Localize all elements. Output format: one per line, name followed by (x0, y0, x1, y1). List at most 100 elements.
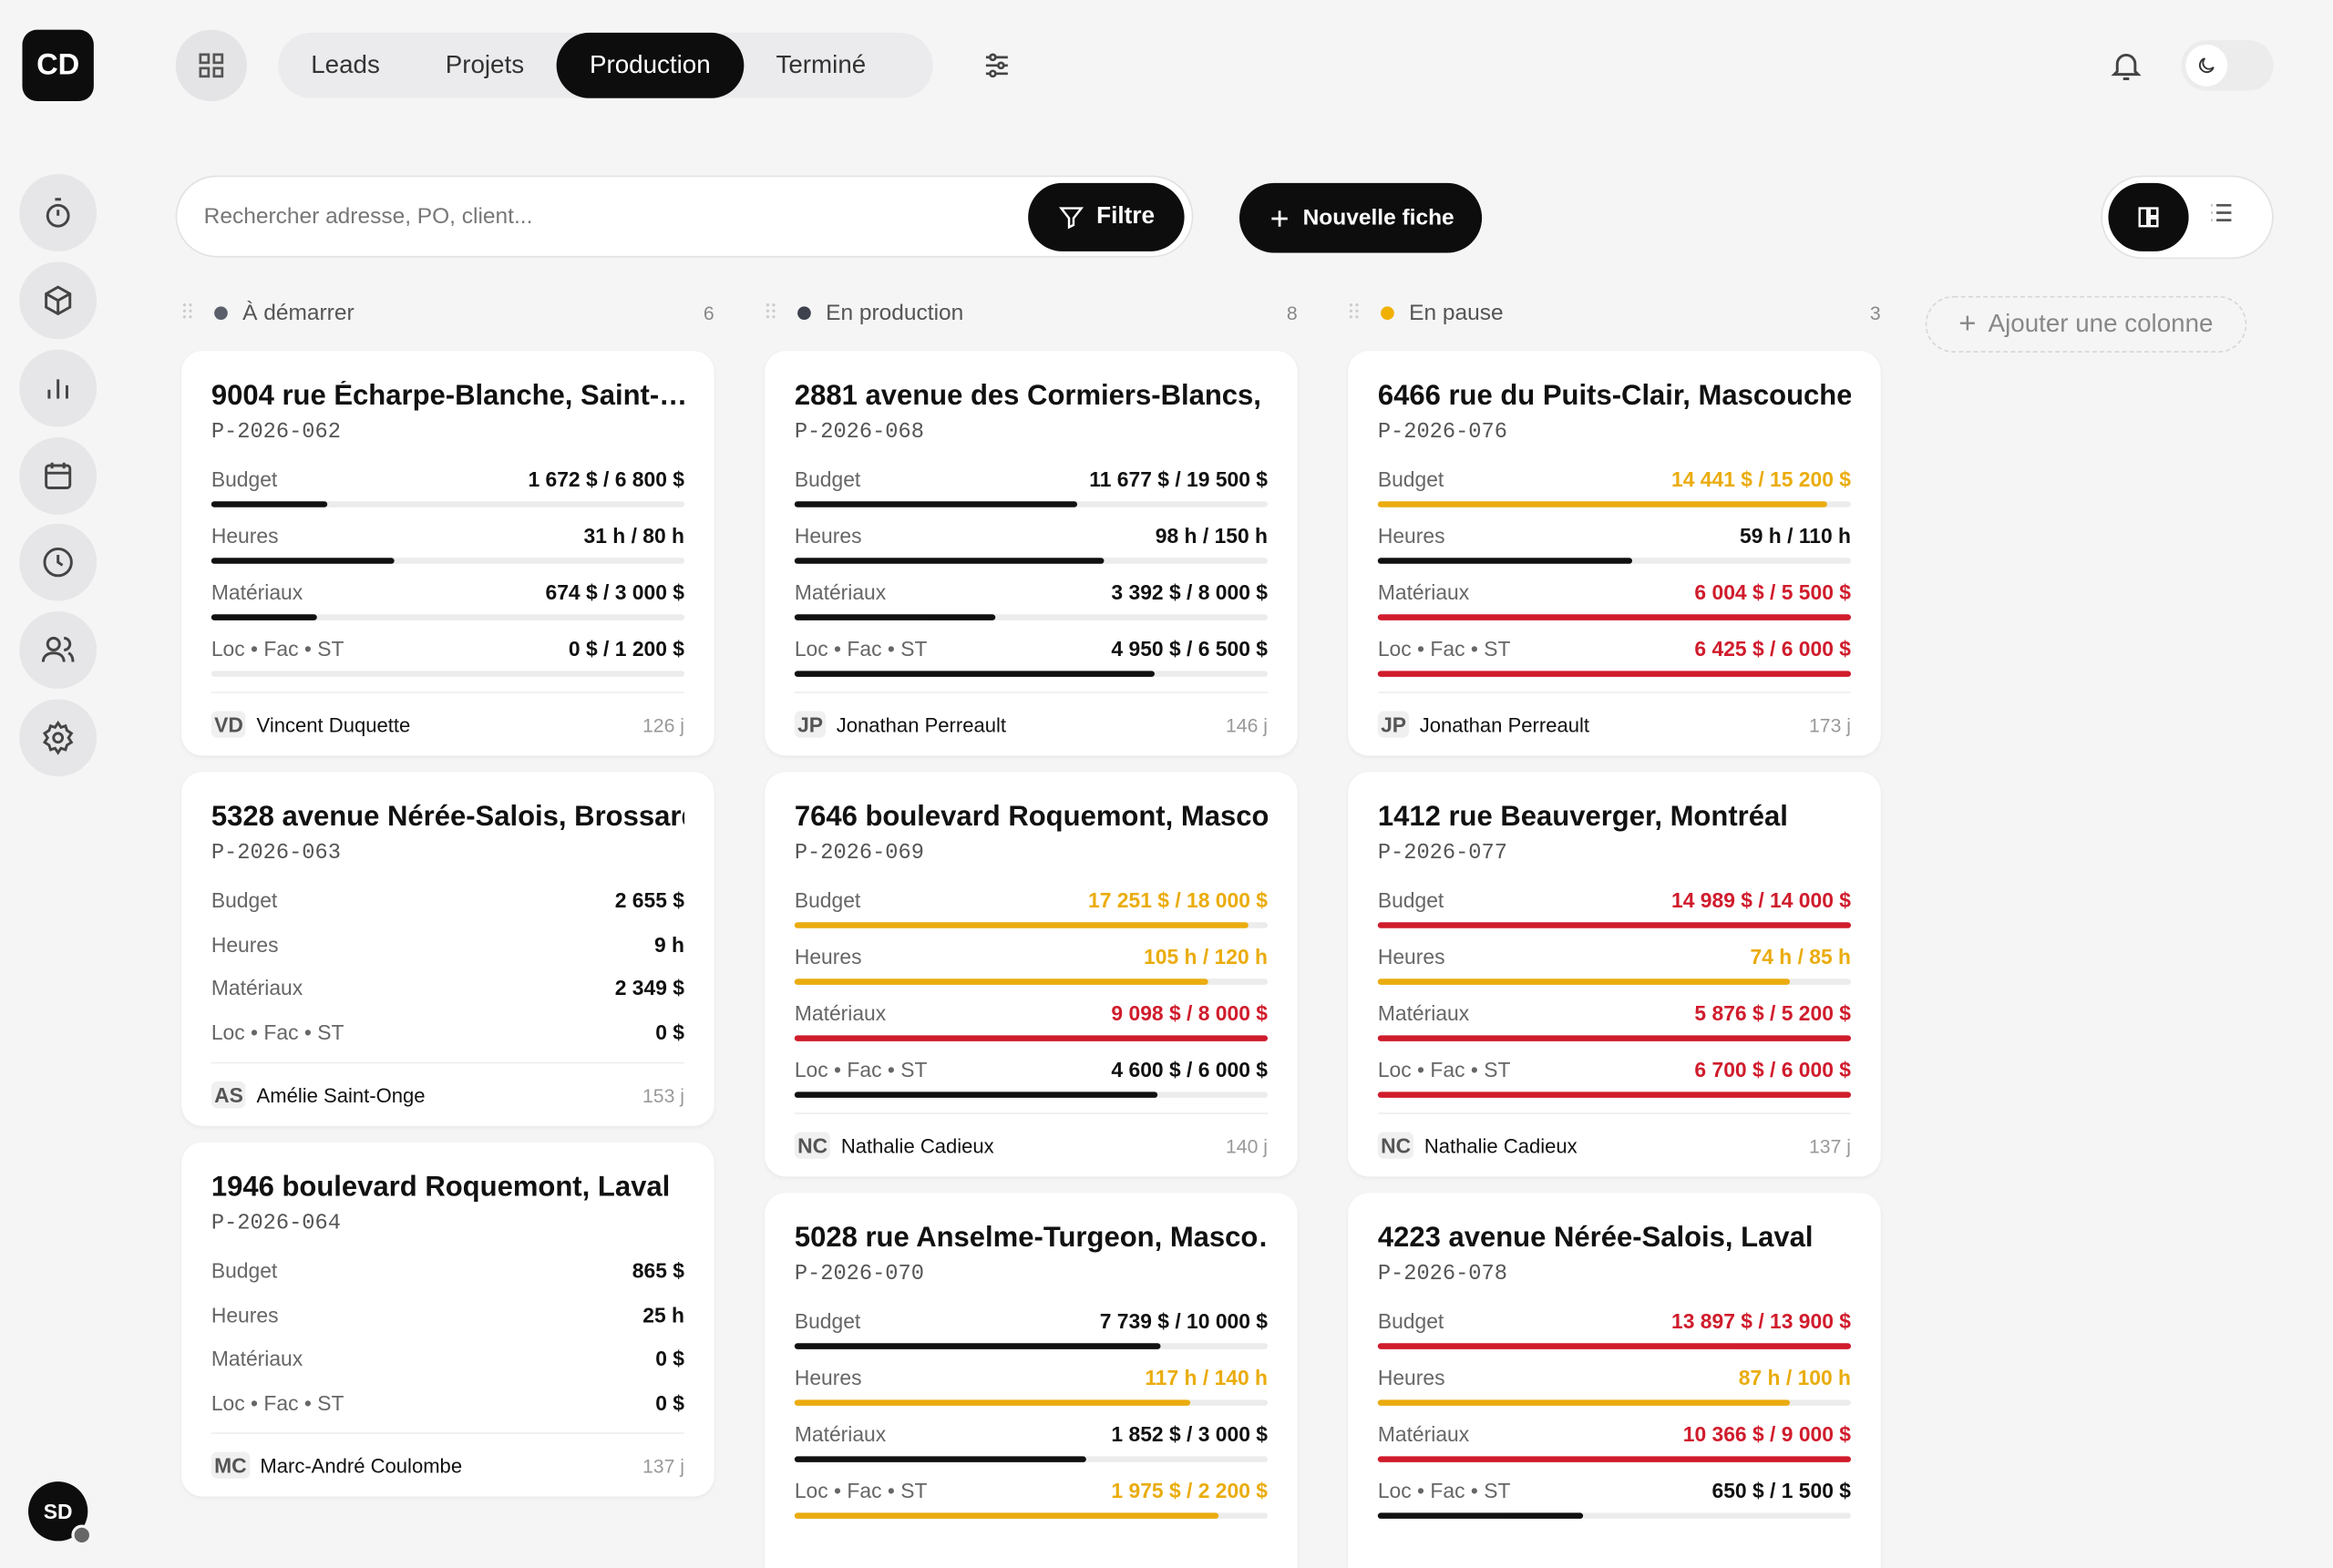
metric-label: Loc • Fac • ST (211, 1389, 344, 1414)
metric-label: Matériaux (1377, 1421, 1470, 1446)
metric-row: Matériaux 9 098 $ / 8 000 $ (795, 999, 1268, 1026)
metric-row: Loc • Fac • ST 0 $ (211, 1019, 684, 1045)
tab-bar: Leads Projets Production Terminé (278, 32, 933, 98)
progress-fill (1377, 922, 1852, 928)
metric-label: Heures (794, 944, 862, 968)
card-address: 7646 boulevard Roquemont, Masco… (794, 801, 1269, 834)
project-card[interactable]: 1946 boulevard Roquemont, Laval P-2026-06… (181, 1142, 714, 1497)
search-placeholder: Rechercher adresse, PO, client... (203, 203, 533, 230)
metric-value: 6 425 $ / 6 000 $ (1694, 636, 1852, 661)
drag-handle[interactable] (1348, 300, 1360, 325)
metric-label: Heures (211, 523, 279, 548)
settings-icon[interactable] (981, 49, 1013, 89)
metric-row: Budget 1 672 $ / 6 800 $ (211, 466, 684, 492)
project-card[interactable]: 5028 rue Anselme-Turgeon, Masco… P-2026-0… (765, 1193, 1298, 1568)
progress-fill (794, 671, 1156, 677)
project-card[interactable]: 4223 avenue Nérée-Salois, Laval P-2026-07… (1348, 1193, 1881, 1568)
metric-row: Loc • Fac • ST 6 425 $ / 6 000 $ (1378, 635, 1851, 661)
settings-nav[interactable] (19, 699, 98, 777)
drag-handle[interactable] (181, 300, 193, 325)
new-label: Nouvelle fiche (1302, 205, 1454, 231)
metric-value: 98 h / 150 h (1155, 523, 1269, 548)
filter-button[interactable]: Filtre (1028, 182, 1185, 251)
column: À démarrer 6 9004 rue Écharpe-Blanche, Sai… (181, 298, 714, 1513)
metric-row: Loc • Fac • ST 4 950 $ / 6 500 $ (795, 635, 1268, 661)
project-card[interactable]: 1412 rue Beauverger, Montréal P-2026-077 B… (1348, 772, 1881, 1177)
metric-row: Matériaux 10 366 $ / 9 000 $ (1378, 1420, 1851, 1447)
project-card[interactable]: 5328 avenue Nérée-Salois, Brossard P-2026… (181, 772, 714, 1126)
progress-fill (1377, 558, 1632, 564)
users-nav[interactable] (19, 611, 98, 689)
column-header: En pause 3 (1348, 298, 1881, 328)
progress-fill (794, 614, 995, 620)
logo[interactable]: CD (22, 29, 94, 102)
progress-fill (794, 1456, 1087, 1462)
metric-label: Heures (794, 1365, 862, 1389)
metric-row: Budget 865 $ (211, 1257, 684, 1284)
add-column[interactable]: + Ajouter une colonne (1925, 295, 2247, 353)
box-nav[interactable] (19, 261, 98, 340)
metric-value: 17 251 $ / 18 000 $ (1088, 887, 1269, 912)
project-card[interactable]: 7646 boulevard Roquemont, Masco… P-2026-0… (765, 772, 1298, 1177)
progress-fill (1377, 1399, 1790, 1406)
progress-fill (1377, 1343, 1851, 1349)
metric-value: 25 h (642, 1302, 685, 1327)
metric-value: 13 897 $ / 13 900 $ (1671, 1308, 1852, 1333)
metric-label: Loc • Fac • ST (794, 1057, 928, 1081)
drag-handle[interactable] (765, 300, 776, 325)
metric-row: Heures 74 h / 85 h (1378, 943, 1851, 969)
search-input[interactable]: Rechercher adresse, PO, client... (175, 175, 1194, 258)
tab[interactable]: Projets (445, 50, 525, 79)
metric-value: 3 392 $ / 8 000 $ (1111, 579, 1269, 604)
tab[interactable]: Terminé (776, 50, 867, 79)
tab[interactable]: Production (557, 32, 744, 98)
card-footer: NC Nathalie Cadieux 137 j (1377, 1112, 1852, 1176)
metric-label: Budget (1377, 466, 1444, 491)
progress-track (211, 671, 685, 677)
card-po: P-2026-077 (1377, 842, 1507, 866)
metric-value: 0 $ (655, 1346, 685, 1370)
list-view[interactable] (2206, 198, 2236, 235)
owner-name: Vincent Duquette (256, 712, 411, 736)
column-title: En production (826, 299, 964, 325)
progress-track (1377, 558, 1852, 564)
stats-nav[interactable] (19, 349, 98, 427)
metric-row: Budget 17 251 $ / 18 000 $ (795, 886, 1268, 913)
notifications[interactable] (2108, 47, 2143, 90)
days: 126 j (642, 712, 685, 736)
metric-label: Heures (211, 1302, 279, 1327)
project-card[interactable]: 2881 avenue des Cormiers-Blancs, … P-2026… (765, 351, 1298, 756)
progress-fill (794, 1035, 1269, 1041)
metric-label: Heures (1377, 944, 1445, 968)
tab[interactable]: Leads (311, 50, 380, 79)
column-title: À démarrer (242, 299, 355, 325)
metric-row: Loc • Fac • ST 0 $ / 1 200 $ (211, 635, 684, 661)
toggle-knob (2185, 44, 2228, 87)
timer-nav[interactable] (19, 174, 98, 251)
days: 137 j (642, 1453, 685, 1477)
owner-initials: JP (1377, 711, 1410, 738)
metric-label: Heures (794, 523, 862, 548)
progress-track (1377, 979, 1852, 985)
theme-toggle[interactable] (2181, 40, 2274, 91)
project-card[interactable]: 6466 rue du Puits-Clair, Mascouche P-2026… (1348, 351, 1881, 756)
calendar-nav[interactable] (19, 436, 98, 515)
card-footer: NC Nathalie Cadieux 140 j (794, 1112, 1269, 1176)
project-card[interactable]: 9004 rue Écharpe-Blanche, Saint-… P-2026-… (181, 351, 714, 756)
metric-value: 674 $ / 3 000 $ (545, 579, 685, 604)
metric-value: 6 700 $ / 6 000 $ (1694, 1057, 1852, 1081)
board-view[interactable] (2108, 182, 2189, 251)
metric-label: Matériaux (211, 579, 303, 604)
filter-label: Filtre (1096, 203, 1156, 230)
clock-nav[interactable] (19, 523, 98, 601)
progress-track (1377, 1456, 1852, 1462)
apps-button[interactable] (175, 29, 248, 102)
metric-label: Matériaux (211, 976, 303, 1000)
metric-row: Budget 2 655 $ (211, 886, 684, 913)
metric-row: Loc • Fac • ST 650 $ / 1 500 $ (1378, 1477, 1851, 1503)
new-button[interactable]: Nouvelle fiche (1238, 182, 1483, 253)
progress-track (794, 1399, 1269, 1406)
owner-initials: NC (1377, 1132, 1414, 1159)
card-po: P-2026-078 (1377, 1263, 1507, 1287)
metric-label: Loc • Fac • ST (1377, 1478, 1511, 1502)
